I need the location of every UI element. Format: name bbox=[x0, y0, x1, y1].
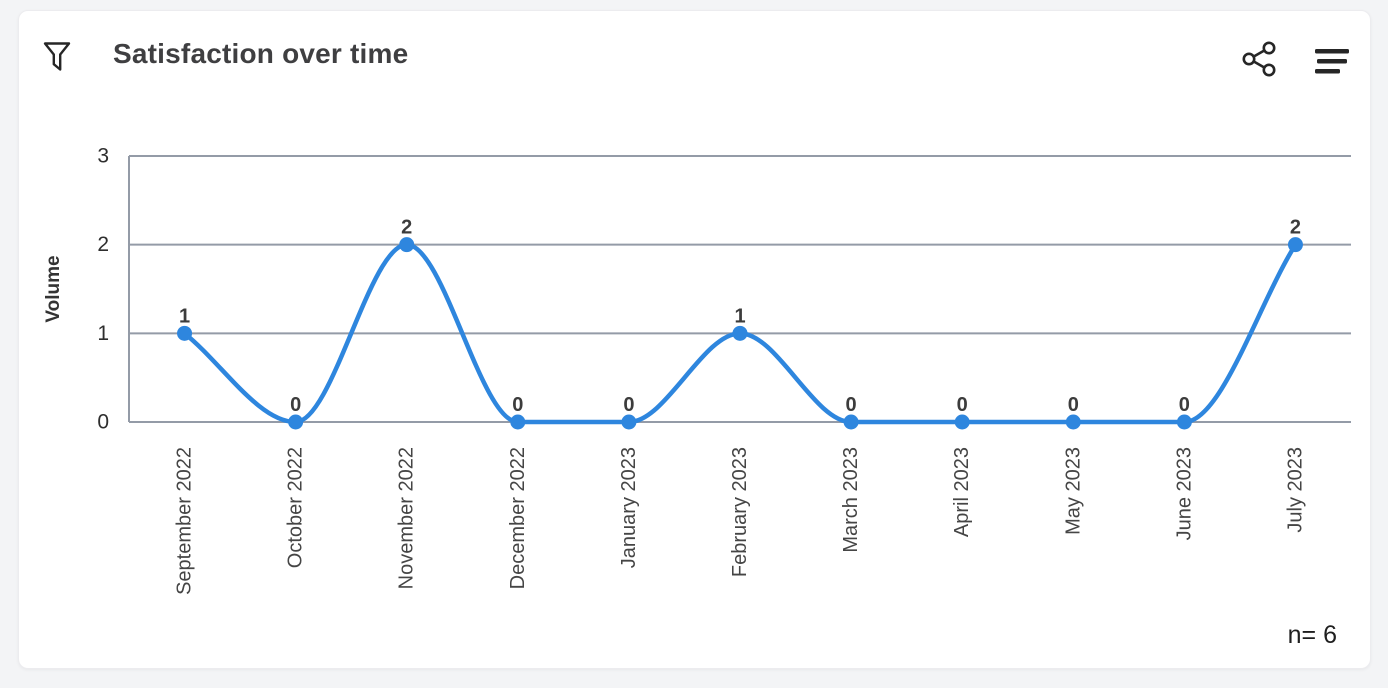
data-point[interactable] bbox=[399, 237, 415, 253]
data-point[interactable] bbox=[954, 414, 970, 430]
sample-size-label: n= 6 bbox=[1287, 621, 1337, 649]
data-point-label: 1 bbox=[734, 305, 745, 327]
data-point[interactable] bbox=[732, 325, 748, 341]
data-point-label: 0 bbox=[846, 394, 857, 416]
x-axis-label: October 2022 bbox=[285, 447, 307, 568]
x-axis-label: February 2023 bbox=[729, 447, 751, 577]
share-glyph bbox=[1242, 41, 1276, 77]
satisfaction-line-chart: 0 1 2 3 Volume September 2022 October 2022 Nove… bbox=[43, 145, 1351, 595]
filter-icon[interactable] bbox=[41, 39, 73, 75]
data-point[interactable] bbox=[510, 414, 526, 430]
data-point[interactable] bbox=[1287, 237, 1303, 253]
x-axis-label: March 2023 bbox=[840, 447, 862, 553]
data-point-label: 1 bbox=[179, 305, 190, 327]
data-point[interactable] bbox=[177, 325, 193, 341]
data-point-label: 0 bbox=[290, 394, 301, 416]
y-axis-title: Volume bbox=[43, 255, 64, 322]
data-point[interactable] bbox=[1065, 414, 1081, 430]
x-axis-label: June 2023 bbox=[1173, 447, 1195, 540]
filter-funnel-glyph bbox=[43, 42, 71, 71]
data-point-label: 2 bbox=[1290, 217, 1301, 239]
data-point-label: 0 bbox=[1179, 394, 1190, 416]
data-point-label: 2 bbox=[401, 217, 412, 239]
line-path bbox=[182, 242, 1298, 425]
x-axis-label: January 2023 bbox=[618, 447, 640, 568]
y-tick-label: 3 bbox=[97, 145, 109, 168]
menu-icon[interactable] bbox=[1313, 41, 1351, 81]
x-axis-label: April 2023 bbox=[951, 447, 973, 537]
data-point-label: 0 bbox=[1068, 394, 1079, 416]
chart-title: Satisfaction over time bbox=[113, 38, 409, 69]
x-axis-label: September 2022 bbox=[174, 447, 196, 595]
x-axis-label: December 2022 bbox=[507, 447, 529, 589]
data-point-label: 0 bbox=[623, 394, 634, 416]
data-point-label: 0 bbox=[512, 394, 523, 416]
data-point[interactable] bbox=[843, 414, 859, 430]
data-point[interactable] bbox=[1176, 414, 1192, 430]
y-tick-label: 0 bbox=[97, 411, 109, 434]
y-tick-label: 1 bbox=[97, 322, 109, 345]
data-point-label: 0 bbox=[957, 394, 968, 416]
data-point[interactable] bbox=[621, 414, 637, 430]
x-axis-label: May 2023 bbox=[1062, 447, 1084, 535]
y-tick-label: 2 bbox=[97, 233, 109, 256]
menu-glyph bbox=[1315, 49, 1349, 74]
chart-card: Satisfaction over time 0 1 2 3 Volume Septemb… bbox=[18, 10, 1371, 669]
data-point[interactable] bbox=[288, 414, 304, 430]
x-axis-label: November 2022 bbox=[396, 447, 418, 589]
x-axis-label: July 2023 bbox=[1284, 447, 1306, 533]
share-icon[interactable] bbox=[1241, 39, 1279, 79]
